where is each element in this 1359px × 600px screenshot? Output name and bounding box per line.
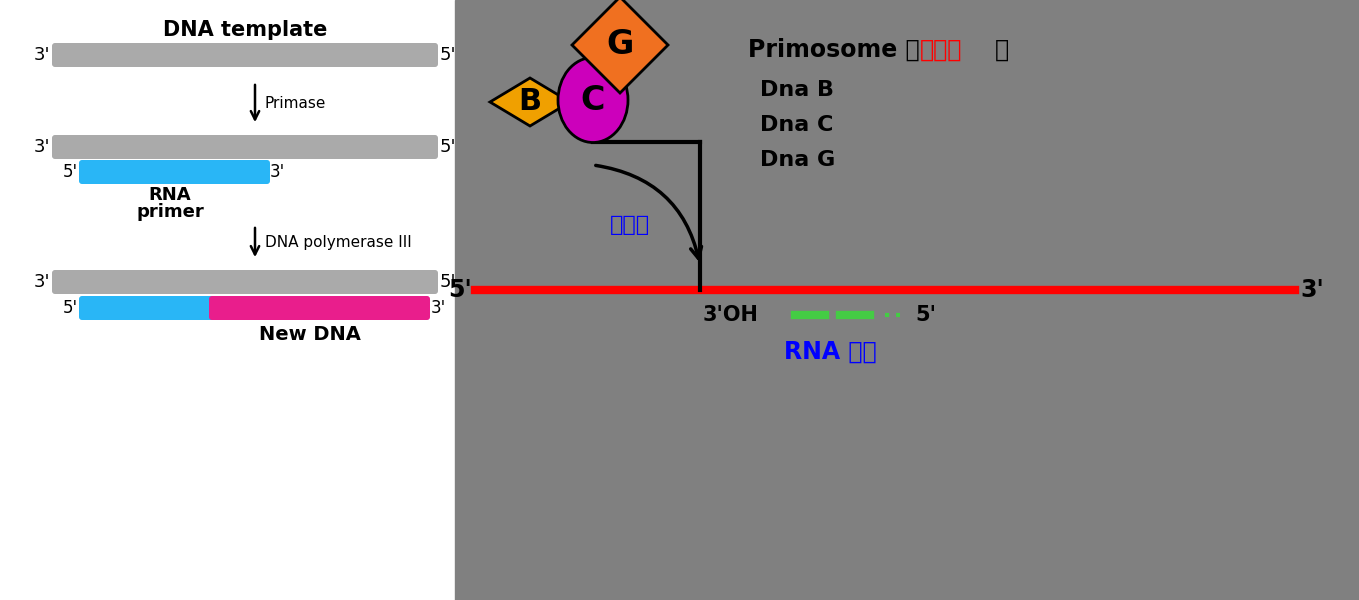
FancyBboxPatch shape bbox=[79, 296, 215, 320]
Text: 3': 3' bbox=[34, 273, 50, 291]
Text: 引发体: 引发体 bbox=[920, 38, 962, 62]
Text: 5': 5' bbox=[440, 273, 457, 291]
Polygon shape bbox=[572, 0, 669, 93]
Text: New DNA: New DNA bbox=[260, 325, 361, 344]
Text: 3': 3' bbox=[34, 138, 50, 156]
Text: C: C bbox=[580, 83, 605, 116]
Text: primer: primer bbox=[136, 203, 204, 221]
Text: 3': 3' bbox=[1301, 278, 1324, 302]
Text: DNA polymerase III: DNA polymerase III bbox=[265, 235, 412, 250]
Ellipse shape bbox=[559, 58, 628, 142]
Text: 5': 5' bbox=[63, 163, 77, 181]
Text: 3': 3' bbox=[431, 299, 446, 317]
FancyBboxPatch shape bbox=[52, 135, 438, 159]
FancyBboxPatch shape bbox=[52, 43, 438, 67]
Text: RNA: RNA bbox=[148, 186, 192, 204]
Text: 3': 3' bbox=[34, 46, 50, 64]
Text: B: B bbox=[518, 88, 542, 116]
Text: Primase: Primase bbox=[265, 95, 326, 110]
FancyBboxPatch shape bbox=[79, 160, 270, 184]
Text: Dna G: Dna G bbox=[760, 150, 836, 170]
Text: 3': 3' bbox=[269, 163, 284, 181]
Bar bbox=[455, 0, 1359, 600]
Text: 5': 5' bbox=[448, 278, 472, 302]
Text: ）: ） bbox=[995, 38, 1010, 62]
Text: Dna C: Dna C bbox=[760, 115, 833, 135]
Text: Primosome （: Primosome （ bbox=[747, 38, 920, 62]
FancyBboxPatch shape bbox=[209, 296, 429, 320]
Text: RNA 引物: RNA 引物 bbox=[784, 340, 877, 364]
Text: 5': 5' bbox=[63, 299, 77, 317]
Bar bbox=[0, 0, 455, 600]
Text: 5': 5' bbox=[440, 46, 457, 64]
Text: Dna B: Dna B bbox=[760, 80, 834, 100]
Text: 3'OH: 3'OH bbox=[703, 305, 758, 325]
Text: DNA template: DNA template bbox=[163, 20, 328, 40]
Text: 模板链: 模板链 bbox=[610, 215, 650, 235]
Text: 5': 5' bbox=[915, 305, 936, 325]
Text: 5': 5' bbox=[440, 138, 457, 156]
FancyBboxPatch shape bbox=[52, 270, 438, 294]
Polygon shape bbox=[491, 78, 569, 126]
Text: G: G bbox=[606, 28, 633, 61]
